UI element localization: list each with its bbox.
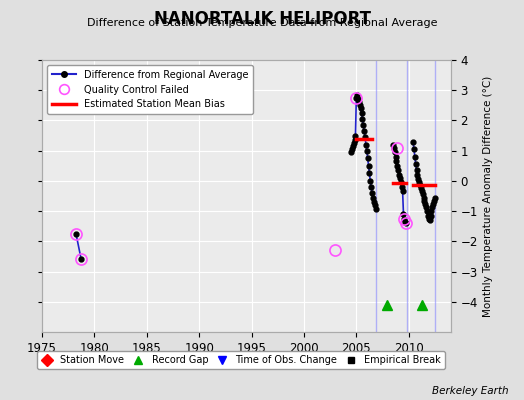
Legend: Station Move, Record Gap, Time of Obs. Change, Empirical Break: Station Move, Record Gap, Time of Obs. C… [37,351,445,369]
Text: NANORTALIK HELIPORT: NANORTALIK HELIPORT [154,10,370,28]
Legend: Difference from Regional Average, Quality Control Failed, Estimated Station Mean: Difference from Regional Average, Qualit… [47,65,253,114]
Text: Difference of Station Temperature Data from Regional Average: Difference of Station Temperature Data f… [87,18,437,28]
Y-axis label: Monthly Temperature Anomaly Difference (°C): Monthly Temperature Anomaly Difference (… [483,75,493,317]
Text: Berkeley Earth: Berkeley Earth [432,386,508,396]
